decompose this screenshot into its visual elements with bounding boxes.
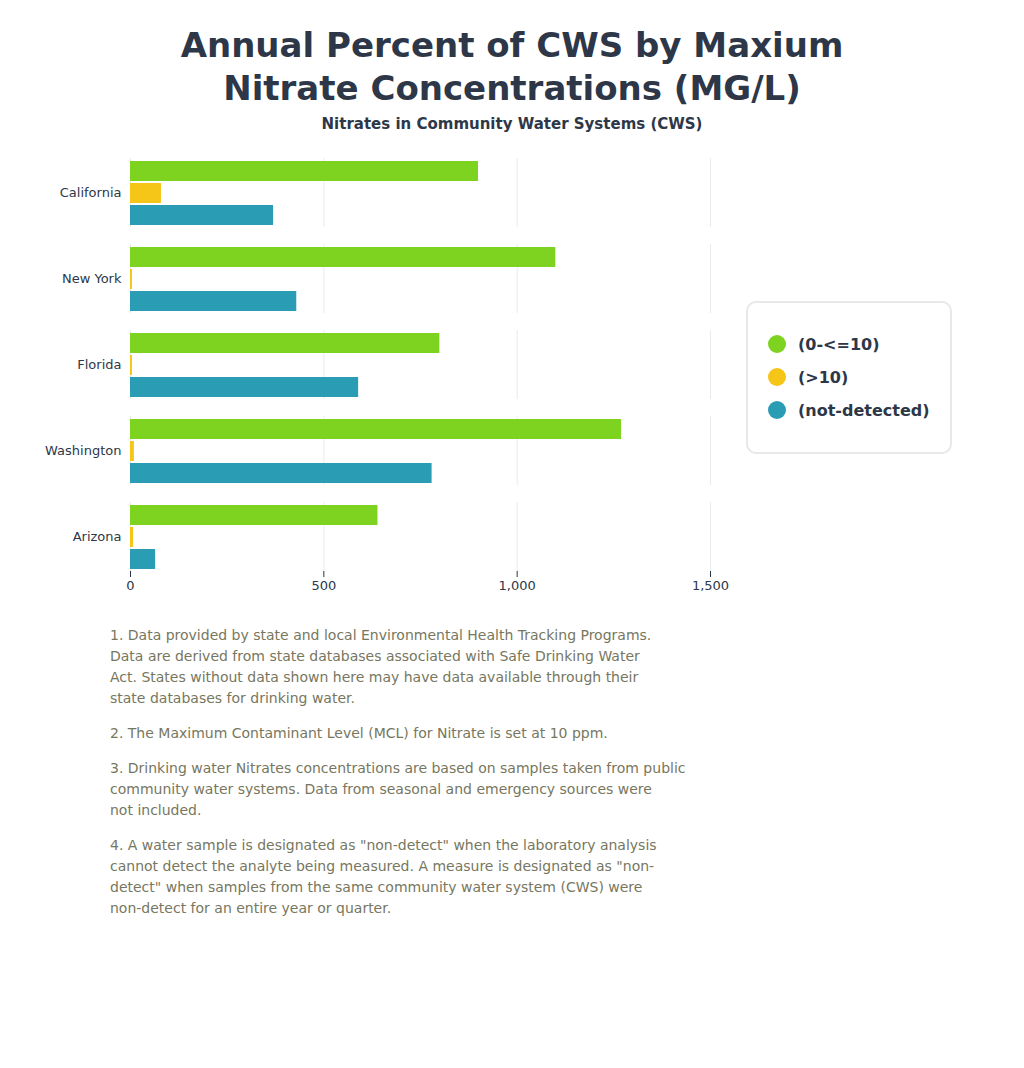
html-text:Nitrates in Community Water Sy: Nitrates in Community Water Systems (CWS… xyxy=(321,115,703,133)
html-text:Nitrate Concentrations (MG/L): Nitrate Concentrations (MG/L) xyxy=(223,67,801,108)
html-text:(>10): (>10) xyxy=(798,367,849,387)
svg-text:500: 500 xyxy=(311,578,336,593)
html-text:4. A water sample is designate: 4. A water sample is designated as "non-… xyxy=(110,837,657,916)
svg-text:1,500: 1,500 xyxy=(692,578,729,593)
html-text:(not-detected): (not-detected) xyxy=(798,400,930,420)
svg-text:1,000: 1,000 xyxy=(499,578,536,593)
svg-text:Arizona: Arizona xyxy=(73,529,122,544)
svg-text:California: California xyxy=(60,185,122,200)
svg-text:Florida: Florida xyxy=(77,357,121,372)
svg-text:New York: New York xyxy=(62,271,122,286)
svg-text:Washington: Washington xyxy=(45,443,121,458)
svg-text:0: 0 xyxy=(126,578,134,593)
html-text:Annual Percent of CWS by Maxiu: Annual Percent of CWS by Maxium xyxy=(180,25,844,65)
html-text:3. Drinking water Nitrates con: 3. Drinking water Nitrates concentration… xyxy=(110,760,686,818)
html-text:2. The Maximum Contaminant Lev: 2. The Maximum Contaminant Level (MCL) f… xyxy=(110,725,608,741)
html-text:1. Data provided by state and: 1. Data provided by state and local Envi… xyxy=(110,627,652,706)
html-text:(0-<=10): (0-<=10) xyxy=(798,334,880,354)
